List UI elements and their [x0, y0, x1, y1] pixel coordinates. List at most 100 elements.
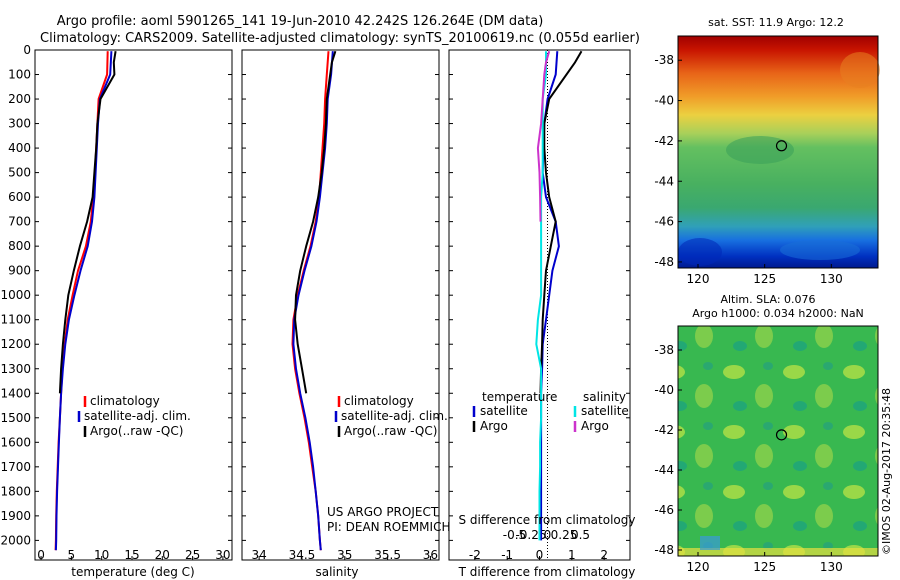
map-xtick-label: 120	[687, 272, 710, 286]
salinity-difference-tick-labels: -0.5-0.250 0.250.5	[503, 528, 590, 542]
legend-s-satellite: satellite	[581, 404, 629, 418]
temp-xtick-label: 30	[215, 548, 230, 562]
map-ytick-label: -40	[654, 383, 674, 397]
map-xtick-label: 125	[753, 272, 776, 286]
temperature-legend: climatology satellite-adj. clim. Argo(..…	[77, 394, 191, 438]
temperature-tick-labels: 0 5 10 15 20 25 30	[37, 548, 230, 562]
depth-tick-label: 200	[8, 92, 31, 106]
difference-depth-ticks	[449, 49, 630, 541]
sst-map-frame	[677, 35, 879, 269]
series-line-argo	[58, 51, 117, 394]
project-annotation: US ARGO PROJECT	[327, 505, 439, 519]
series-line-argo	[294, 50, 337, 394]
depth-tick-label: 100	[8, 68, 31, 82]
salinity-panel: 34 34.5 35 35.5 36 salinity climatology sate…	[241, 49, 450, 579]
salinity-series	[291, 50, 337, 551]
depth-tick-label: 900	[8, 264, 31, 278]
depth-tick-labels: 0 100 200 300 400 500 600 700 800 900 1000 1100 1200…	[0, 43, 232, 547]
salinity-depth-ticks	[242, 49, 439, 541]
imos-credit: ©IMOS 02-Aug-2017 20:35:48	[880, 388, 893, 555]
temperature-axes-box	[34, 49, 233, 561]
sal-xtick-label: 36	[423, 548, 438, 562]
sst-map-panel: sat. SST: 11.9 Argo: 12.2 120 125 130 -38 -4…	[654, 16, 880, 286]
depth-tick-label: 400	[8, 141, 31, 155]
sla-map-ticks: 120 125 130 -38 -40 -42 -44 -46 -48	[654, 343, 842, 574]
depth-tick-label: 600	[8, 190, 31, 204]
series-line-satellite	[292, 51, 334, 551]
tdiff-xtick-label: -2	[469, 548, 481, 562]
sst-map-title: sat. SST: 11.9 Argo: 12.2	[708, 16, 844, 29]
temperature-panel: 0100200300400500600700800900100011001200…	[0, 43, 233, 579]
salinity-xlabel: salinity	[315, 565, 358, 579]
depth-tick-label: 1100	[0, 313, 31, 327]
map-xtick-label: 130	[820, 560, 843, 574]
legend-satellite: satellite-adj. clim.	[84, 409, 191, 423]
sla-map-title: Altim. SLA: 0.076	[720, 293, 815, 306]
tdiff-xtick-label: 2	[600, 548, 608, 562]
pi-annotation: PI: DEAN ROEMMICH	[327, 520, 450, 534]
legend-t-argo: Argo	[480, 419, 508, 433]
legend-argo: Argo(..raw -QC)	[90, 424, 183, 438]
sla-high-band	[678, 548, 878, 556]
legend-temperature-title: temperature	[482, 390, 557, 404]
depth-tick-label: 1400	[0, 386, 31, 400]
difference-tick-labels: -2 -1 0 1 2	[469, 548, 608, 562]
map-xtick-label: 120	[687, 560, 710, 574]
depth-tick-label: 1300	[0, 362, 31, 376]
temp-xtick-label: 15	[124, 548, 139, 562]
map-ytick-label: -46	[654, 503, 674, 517]
series-line-s-argo	[536, 50, 551, 222]
depth-tick-label: 500	[8, 166, 31, 180]
difference-panel: -2 -1 0 1 2 -0.5-0.250 0.250.5 S difference f…	[448, 49, 636, 579]
sla-map-frame	[677, 325, 879, 557]
sst-map-ticks: 120 125 130 -38 -40 -42 -44 -46 -48	[654, 53, 842, 286]
series-line-satellite	[54, 51, 113, 551]
series-line-t-argo	[539, 50, 583, 394]
legend-t-satellite: satellite	[480, 404, 528, 418]
sla-map-panel: Altim. SLA: 0.076 Argo h1000: 0.034 h200…	[654, 293, 879, 574]
header-line2: Climatology: CARS2009. Satellite-adjuste…	[40, 31, 640, 46]
sst-blue-patch	[780, 240, 860, 260]
depth-tick-label: 800	[8, 239, 31, 253]
sal-xtick-label: 34.5	[289, 548, 316, 562]
sdiff-tick-label: 0.25	[551, 528, 578, 542]
header-line1: Argo profile: aoml 5901265_141 19-Jun-20…	[57, 14, 544, 29]
sst-warm-patch	[840, 52, 880, 88]
map-ytick-label: -40	[654, 94, 674, 108]
depth-tick-label: 1200	[0, 337, 31, 351]
legend-climatology: climatology	[90, 394, 160, 408]
salinity-axes-box	[241, 49, 440, 561]
depth-tick-label: 300	[8, 117, 31, 131]
temp-xtick-label: 10	[94, 548, 109, 562]
map-ytick-label: -38	[654, 53, 674, 67]
sst-texture	[678, 52, 880, 266]
depth-tick-label: 0	[23, 43, 31, 57]
sst-profile-marker	[775, 140, 788, 152]
depth-tick-label: 1000	[0, 288, 31, 302]
tdiff-xtick-label: 0	[536, 548, 544, 562]
map-xtick-label: 130	[820, 272, 843, 286]
sal-legend-climatology: climatology	[344, 394, 414, 408]
depth-tick-label: 1600	[0, 435, 31, 449]
temperature-xlabel: temperature (deg C)	[71, 565, 194, 579]
map-ytick-label: -38	[654, 343, 674, 357]
sdiff-tick-label: 0.5	[571, 528, 590, 542]
sal-legend-satellite: satellite-adj. clim.	[341, 409, 448, 423]
sdiff-tick-label: 0	[544, 528, 552, 542]
depth-tick-label: 1500	[0, 411, 31, 425]
depth-tick-label: 700	[8, 215, 31, 229]
sla-low-patch	[700, 536, 720, 550]
temp-xtick-label: 25	[185, 548, 200, 562]
tdiff-xtick-label: 1	[568, 548, 576, 562]
map-ytick-label: -48	[654, 255, 674, 269]
s-difference-label: S difference from climatology	[459, 513, 636, 527]
t-difference-label: T difference from climatology	[458, 565, 636, 579]
salinity-legend: climatology satellite-adj. clim. Argo(..…	[334, 394, 448, 438]
depth-tick-label: 1900	[0, 509, 31, 523]
sal-legend-argo: Argo(..raw -QC)	[344, 424, 437, 438]
sla-profile-marker	[775, 429, 788, 441]
depth-tick-label: 2000	[0, 533, 31, 547]
map-ytick-label: -42	[654, 134, 674, 148]
map-ytick-label: -48	[654, 543, 674, 557]
temp-xtick-label: 0	[37, 548, 45, 562]
